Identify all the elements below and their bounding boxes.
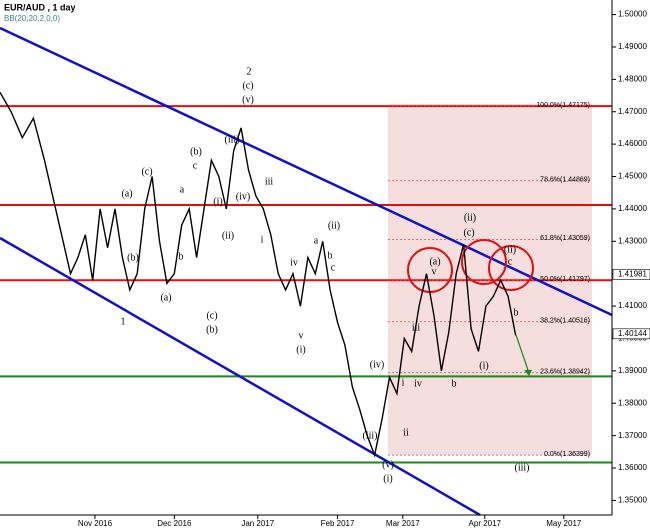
wave-label: (i) [296,344,305,355]
y-tick-label: 1.39000 [618,366,647,375]
wave-label: iv [414,378,422,389]
wave-label: iii [265,176,274,187]
x-tick-label: Nov 2016 [78,519,113,528]
x-tick-label: Apr 2017 [469,519,502,528]
y-tick-label: 1.38000 [618,398,647,407]
wave-label: ii [403,427,409,438]
wave-label: i [402,377,405,388]
wave-label: (i) [383,473,392,484]
wave-label: 1 [121,316,126,327]
price-line [0,91,517,458]
wave-label: i [261,234,264,245]
wave-label: (ii) [222,230,234,241]
price-box [612,328,650,340]
wave-label: (c) [242,80,253,91]
fib-label: 38.2%(1.40516) [540,318,590,325]
y-tick-label: 1.43000 [618,236,647,245]
wave-label: (b) [127,252,139,263]
fib-label: 0.0%(1.36399) [544,451,590,458]
y-tick-label: 1.50000 [618,10,647,19]
channel-upper [0,26,613,317]
y-tick-label: 1.37000 [618,431,647,440]
wave-label: (b) [190,146,202,157]
wave-label: v [299,330,304,341]
wave-label: (v) [382,459,394,470]
wave-label: (iii) [363,430,378,441]
arrow-head [524,370,532,376]
wave-label: c [331,262,336,273]
wave-label: (ii) [328,220,340,231]
highlight-circle [488,245,534,291]
wave-label: (ii) [464,212,476,223]
wave-label: c [193,160,198,171]
y-tick-label: 1.45000 [618,172,647,181]
wave-label: (i) [213,196,222,207]
wave-label: (iv) [370,359,384,370]
highlight-circle [461,239,507,285]
price-box-label: 1.41981 [618,269,647,278]
wave-label: b [179,251,184,262]
fib-label: 61.8%(1.43059) [540,235,590,242]
wave-label: (a) [121,188,132,199]
wave-label: (i) [479,360,488,371]
wave-label: (iii) [225,134,240,145]
x-tick-label: Mar 2017 [386,519,420,528]
wave-label: (v) [242,94,254,105]
wave-label: iv [290,257,298,268]
wave-label: (ii) [504,244,516,255]
chart-title: EUR/AUD , 1 day [4,2,76,12]
y-tick-label: 1.47000 [618,107,647,116]
indicator-label: BB(20,20,2,0,0) [4,14,60,23]
fib-label: 50.0%(1.41797) [540,276,590,283]
wave-label: (c) [463,227,474,238]
price-box [612,269,650,280]
fib-label: 100.0%(1.47175) [536,102,590,109]
wave-label: a [180,184,185,195]
y-tick-label: 1.48000 [618,74,647,83]
wave-label: b [452,378,457,389]
y-tick-label: 1.35000 [618,496,647,505]
y-tick-label: 1.49000 [618,42,647,51]
x-tick-label: Feb 2017 [321,519,355,528]
wave-label: (c) [206,310,217,321]
y-tick-label: 1.36000 [618,463,647,472]
forecast-arrow [515,334,529,371]
x-tick-label: Jan 2017 [241,519,274,528]
wave-label: b [514,307,519,318]
wave-label: (a) [429,256,440,267]
y-tick-label: 1.41000 [618,301,647,310]
price-box-label: 1.40144 [618,329,647,338]
fib-label: 78.6%(1.44869) [540,177,590,184]
wave-label: iii [412,322,421,333]
wave-label: (iii) [515,462,530,473]
wave-label: (b) [206,324,218,335]
wave-label: c [508,256,513,267]
wave-label: (iv) [236,191,250,202]
y-tick-label: 1.44000 [618,204,647,213]
channel-lower [0,236,481,517]
wave-label: v [432,266,437,277]
wave-label: (a) [160,292,171,303]
x-tick-label: Dec 2016 [157,519,192,528]
wave-label: (c) [141,166,152,177]
fib-label: 23.6%(1.38942) [540,369,590,376]
wave-label: a [314,235,319,246]
x-tick-label: May 2017 [546,519,582,528]
y-tick-label: 1.46000 [618,139,647,148]
wave-label: 2 [247,66,252,77]
wave-label: b [328,250,333,261]
